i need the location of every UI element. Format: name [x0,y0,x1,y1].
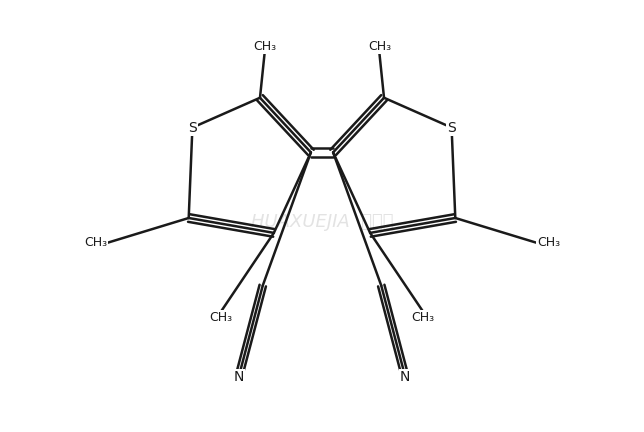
Text: CH₃: CH₃ [209,311,232,324]
Text: N: N [234,370,244,384]
Text: CH₃: CH₃ [84,236,108,249]
Text: S: S [447,121,456,135]
Text: N: N [400,370,410,384]
Text: S: S [188,121,197,135]
Text: CH₃: CH₃ [253,40,276,53]
Text: CH₃: CH₃ [536,236,560,249]
Text: HUAXUEJIA  化学加: HUAXUEJIA 化学加 [251,213,393,231]
Text: CH₃: CH₃ [368,40,391,53]
Text: CH₃: CH₃ [412,311,435,324]
